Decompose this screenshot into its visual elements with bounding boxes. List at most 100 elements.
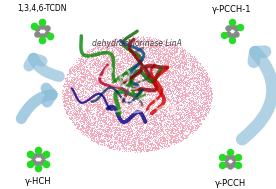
Point xyxy=(68,68,72,71)
Point xyxy=(112,129,116,132)
Point xyxy=(137,58,142,61)
Point xyxy=(113,107,117,110)
Point xyxy=(128,37,132,40)
Point xyxy=(95,46,100,50)
Point xyxy=(168,93,172,96)
Point xyxy=(131,87,135,90)
Point xyxy=(145,89,150,92)
Point xyxy=(157,95,162,98)
Point xyxy=(200,67,204,70)
Point xyxy=(181,92,186,95)
Point xyxy=(153,91,157,94)
Point xyxy=(159,142,163,145)
Point xyxy=(102,78,107,81)
Point xyxy=(69,118,73,121)
Point xyxy=(77,127,81,130)
Point xyxy=(180,125,184,128)
Point xyxy=(96,69,100,72)
Point xyxy=(140,45,144,48)
Point xyxy=(148,142,152,145)
Point xyxy=(108,41,113,44)
Point xyxy=(137,54,141,57)
Point xyxy=(78,61,83,64)
Point xyxy=(191,91,195,94)
Point xyxy=(96,78,100,81)
Point xyxy=(163,83,167,86)
Point xyxy=(184,92,189,95)
Point xyxy=(181,56,185,59)
Point xyxy=(101,49,105,52)
Point xyxy=(197,68,202,71)
Point xyxy=(116,49,121,52)
Point xyxy=(139,72,143,75)
Point xyxy=(109,140,114,143)
Point xyxy=(192,66,196,69)
Point xyxy=(71,121,76,124)
Point xyxy=(174,140,178,143)
Point xyxy=(112,135,116,138)
Point xyxy=(200,72,204,75)
Point xyxy=(158,70,163,73)
Point xyxy=(86,63,91,66)
Point xyxy=(84,80,89,83)
Point xyxy=(142,83,146,86)
Point xyxy=(177,80,181,83)
Point xyxy=(129,98,134,101)
Point xyxy=(154,57,159,60)
Point xyxy=(80,74,85,77)
Point xyxy=(114,86,118,89)
Point xyxy=(189,98,193,101)
Point xyxy=(115,51,119,54)
Point xyxy=(120,55,124,58)
Point xyxy=(181,70,185,73)
Point xyxy=(84,74,89,77)
Point xyxy=(98,139,102,142)
Point xyxy=(68,68,73,71)
Point xyxy=(108,82,112,85)
Point xyxy=(151,88,155,91)
Point xyxy=(193,116,198,119)
Point xyxy=(78,98,83,101)
Point xyxy=(151,97,155,100)
Point xyxy=(105,109,110,112)
Point xyxy=(158,71,162,74)
Point xyxy=(109,63,114,66)
Point xyxy=(160,96,164,99)
Point xyxy=(152,108,156,111)
Point xyxy=(114,90,118,93)
Point xyxy=(203,101,207,104)
Point xyxy=(102,78,107,81)
Point xyxy=(160,56,164,59)
Point xyxy=(138,50,142,53)
Point xyxy=(110,42,115,45)
Point xyxy=(161,68,166,71)
Point xyxy=(122,79,126,82)
Point xyxy=(119,81,123,84)
Point xyxy=(161,80,165,83)
Point xyxy=(182,87,186,90)
Point xyxy=(171,138,176,141)
Point xyxy=(148,44,153,47)
Point xyxy=(126,134,130,137)
Point xyxy=(110,43,114,46)
Point xyxy=(137,71,142,74)
Point xyxy=(142,131,147,134)
Point xyxy=(190,85,195,88)
Point xyxy=(154,49,158,52)
Point xyxy=(82,113,86,116)
Point xyxy=(124,91,128,94)
Point xyxy=(179,95,183,98)
Point xyxy=(151,127,155,130)
Point xyxy=(105,71,109,74)
Point xyxy=(70,112,75,115)
Point xyxy=(174,84,179,87)
Point xyxy=(149,46,154,50)
Point xyxy=(86,94,90,97)
Point xyxy=(156,65,161,68)
Point xyxy=(168,136,173,139)
Point xyxy=(138,74,143,77)
Point xyxy=(68,104,73,107)
Point xyxy=(126,42,131,45)
Point xyxy=(102,73,106,76)
Point xyxy=(151,128,156,131)
